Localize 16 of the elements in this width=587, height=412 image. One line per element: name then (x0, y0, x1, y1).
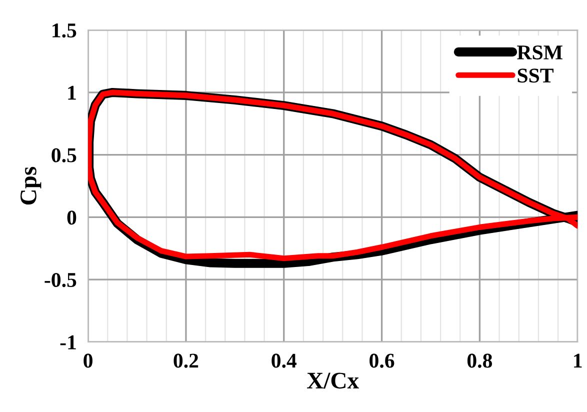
x-tick-label: 1 (574, 354, 582, 368)
x-tick-label: 0 (84, 354, 92, 368)
y-tick-label: -1 (60, 335, 76, 350)
y-axis-title: Cps (20, 166, 42, 205)
x-tick-label: 0.6 (370, 354, 394, 368)
y-tick-label: -0.5 (44, 272, 76, 288)
y-tick-label: 1.5 (52, 24, 76, 38)
x-tick-label: 0.4 (272, 354, 297, 368)
y-tick-label: 0.5 (52, 148, 76, 162)
x-tick-label: 0.8 (467, 354, 492, 368)
y-tick-label: 0 (67, 210, 76, 225)
x-axis-title: X/Cx (307, 372, 359, 389)
legend-label: RSM (517, 45, 562, 60)
legend-label: SST (518, 68, 554, 83)
y-tick-label: 1 (68, 86, 76, 100)
x-tick-label: 0.2 (174, 354, 198, 368)
